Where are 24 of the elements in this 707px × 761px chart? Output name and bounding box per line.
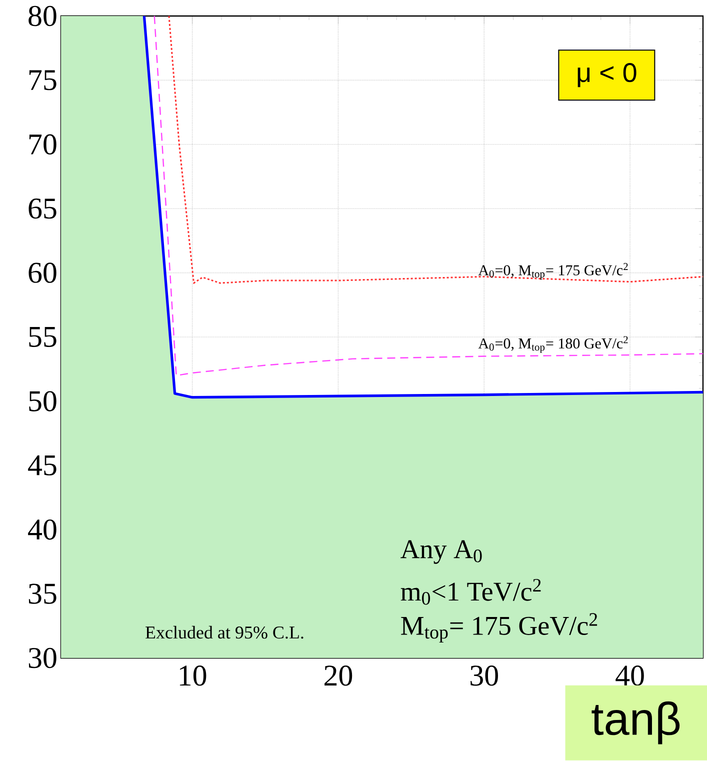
y-tick-label: 45 (28, 455, 56, 476)
annotation: μ < 0 (578, 63, 636, 88)
y-tick-label: 50 (29, 391, 56, 412)
annotation: M$_{top}$= 175 GeV/c$^{2}$ (401, 613, 598, 642)
series-label: A$_{0}$=0, M$_{top}$= 175 GeV/c$^{2}$ (478, 263, 628, 280)
x-tick-label: 40 (616, 666, 644, 686)
y-tick-label: 60 (28, 262, 56, 283)
x-tick-label: 10 (180, 666, 206, 686)
annotation: Any A$_{0}$ (400, 540, 482, 564)
y-tick-label: 55 (29, 327, 56, 347)
y-tick-label: 70 (29, 134, 56, 155)
x-tick-label: 20 (324, 666, 352, 686)
annotation: Excluded at 95% C.L. (145, 626, 304, 639)
series-label: A$_{0}$=0, M$_{top}$= 180 GeV/c$^{2}$ (478, 336, 628, 353)
y-tick-label: 35 (28, 584, 56, 604)
y-tick-label: 30 (28, 648, 56, 668)
annotation: m$_{0}$<1 TeV/c$^{2}$ (400, 579, 541, 605)
y-tick-label: 80 (28, 6, 56, 26)
y-tick-label: 40 (28, 519, 56, 540)
x-tick-label: 30 (470, 666, 498, 686)
x-axis-title: tanβ (592, 701, 680, 744)
y-tick-label: 65 (28, 198, 56, 219)
line-series (168, 16, 703, 284)
y-tick-label: 75 (29, 70, 56, 90)
